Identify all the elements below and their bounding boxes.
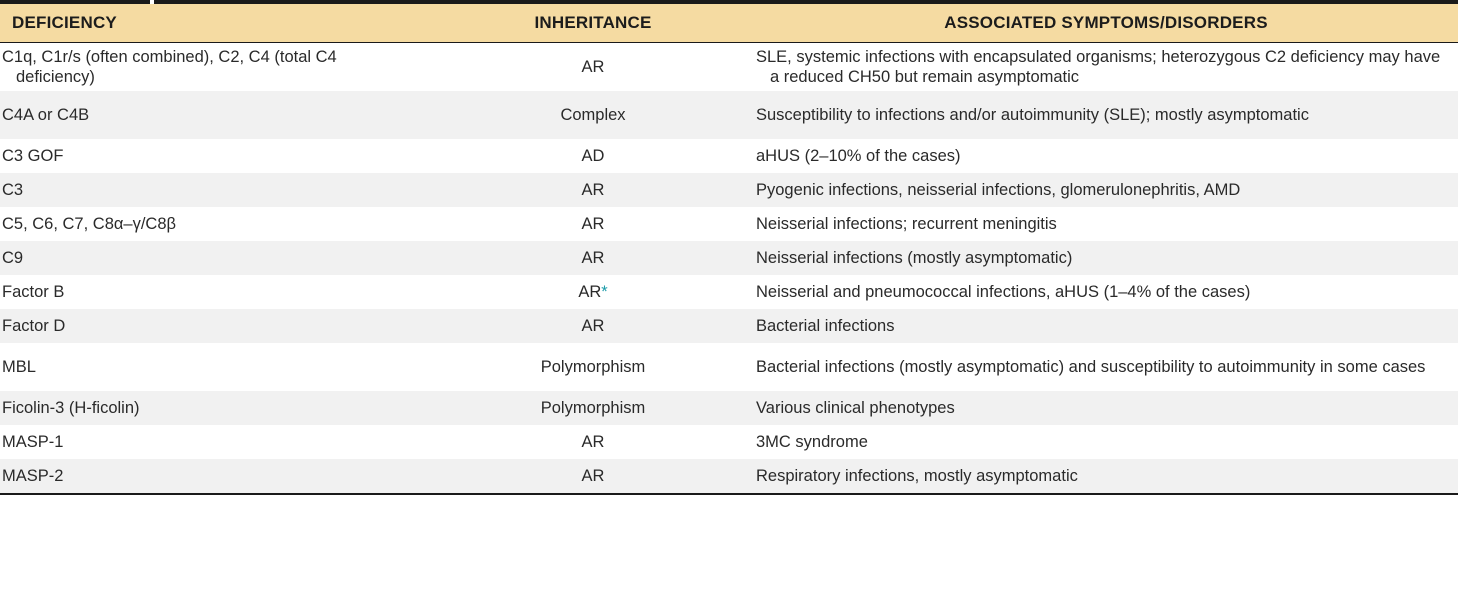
top-rule-notch [150, 0, 154, 6]
cell-symptoms: Bacterial infections [754, 309, 1458, 343]
cell-symptoms: Neisserial infections (mostly asymptomat… [754, 241, 1458, 275]
table-row: MASP-1 AR 3MC syndrome [0, 425, 1458, 459]
cell-deficiency: MASP-2 [0, 459, 432, 495]
cell-symptoms: aHUS (2–10% of the cases) [754, 139, 1458, 173]
header-symptoms: ASSOCIATED SYMPTOMS/DISORDERS [754, 4, 1458, 43]
cell-inheritance: AD [432, 139, 754, 173]
cell-symptoms: Various clinical phenotypes [754, 391, 1458, 425]
inheritance-text: AD [581, 147, 605, 165]
header-deficiency: DEFICIENCY [0, 4, 432, 43]
header-inheritance: INHERITANCE [432, 4, 754, 43]
cell-deficiency: C9 [0, 241, 432, 275]
footnote-asterisk: * [601, 283, 608, 301]
cell-deficiency: Factor D [0, 309, 432, 343]
inheritance-text: Polymorphism [540, 399, 646, 417]
table-row: MASP-2 AR Respiratory infections, mostly… [0, 459, 1458, 495]
table-row: C4A or C4B Complex Susceptibility to inf… [0, 91, 1458, 139]
table-row: MBL Polymorphism Bacterial infections (m… [0, 343, 1458, 391]
inheritance-text: AR [581, 433, 605, 451]
cell-deficiency: C4A or C4B [0, 91, 432, 139]
table-row: C3 GOF AD aHUS (2–10% of the cases) [0, 139, 1458, 173]
cell-deficiency: MBL [0, 343, 432, 391]
inheritance-text: AR [581, 181, 605, 199]
cell-deficiency: C5, C6, C7, C8α–γ/C8β [0, 207, 432, 241]
cell-symptoms: SLE, systemic infections with encapsulat… [754, 42, 1458, 91]
table-row: C5, C6, C7, C8α–γ/C8β AR Neisserial infe… [0, 207, 1458, 241]
cell-inheritance: AR [432, 42, 754, 91]
cell-inheritance: AR [432, 459, 754, 495]
table-row: C3 AR Pyogenic infections, neisserial in… [0, 173, 1458, 207]
header-row: DEFICIENCY INHERITANCE ASSOCIATED SYMPTO… [0, 4, 1458, 43]
cell-symptoms: Respiratory infections, mostly asymptoma… [754, 459, 1458, 495]
cell-symptoms: Susceptibility to infections and/or auto… [754, 91, 1458, 139]
cell-inheritance: AR [432, 241, 754, 275]
cell-symptoms: Bacterial infections (mostly asymptomati… [754, 343, 1458, 391]
cell-deficiency: Ficolin-3 (H-ficolin) [0, 391, 432, 425]
table-row: C1q, C1r/s (often combined), C2, C4 (tot… [0, 42, 1458, 91]
top-rule [0, 0, 1458, 4]
cell-inheritance: AR [432, 173, 754, 207]
inheritance-text: AR [581, 317, 605, 335]
inheritance-text: AR [581, 215, 605, 233]
inheritance-text: Complex [560, 106, 626, 124]
complement-deficiency-table: DEFICIENCY INHERITANCE ASSOCIATED SYMPTO… [0, 4, 1458, 495]
inheritance-text: AR [581, 58, 605, 76]
table-row: C9 AR Neisserial infections (mostly asym… [0, 241, 1458, 275]
cell-inheritance: Complex [432, 91, 754, 139]
inheritance-text: AR [578, 283, 602, 301]
cell-inheritance: Polymorphism [432, 391, 754, 425]
cell-deficiency: C1q, C1r/s (often combined), C2, C4 (tot… [0, 42, 432, 91]
table-row: Ficolin-3 (H-ficolin) Polymorphism Vario… [0, 391, 1458, 425]
cell-inheritance: Polymorphism [432, 343, 754, 391]
table-row: Factor D AR Bacterial infections [0, 309, 1458, 343]
cell-symptoms: Neisserial infections; recurrent meningi… [754, 207, 1458, 241]
cell-inheritance: AR [432, 309, 754, 343]
cell-deficiency: MASP-1 [0, 425, 432, 459]
inheritance-text: Polymorphism [540, 358, 646, 376]
inheritance-text: AR [581, 467, 605, 485]
cell-symptoms: Neisserial and pneumococcal infections, … [754, 275, 1458, 309]
inheritance-text: AR [581, 249, 605, 267]
cell-deficiency: C3 GOF [0, 139, 432, 173]
cell-inheritance: AR* [432, 275, 754, 309]
cell-inheritance: AR [432, 425, 754, 459]
cell-inheritance: AR [432, 207, 754, 241]
table-row: Factor B AR* Neisserial and pneumococcal… [0, 275, 1458, 309]
cell-deficiency: C3 [0, 173, 432, 207]
cell-symptoms: 3MC syndrome [754, 425, 1458, 459]
cell-deficiency: Factor B [0, 275, 432, 309]
cell-symptoms: Pyogenic infections, neisserial infectio… [754, 173, 1458, 207]
